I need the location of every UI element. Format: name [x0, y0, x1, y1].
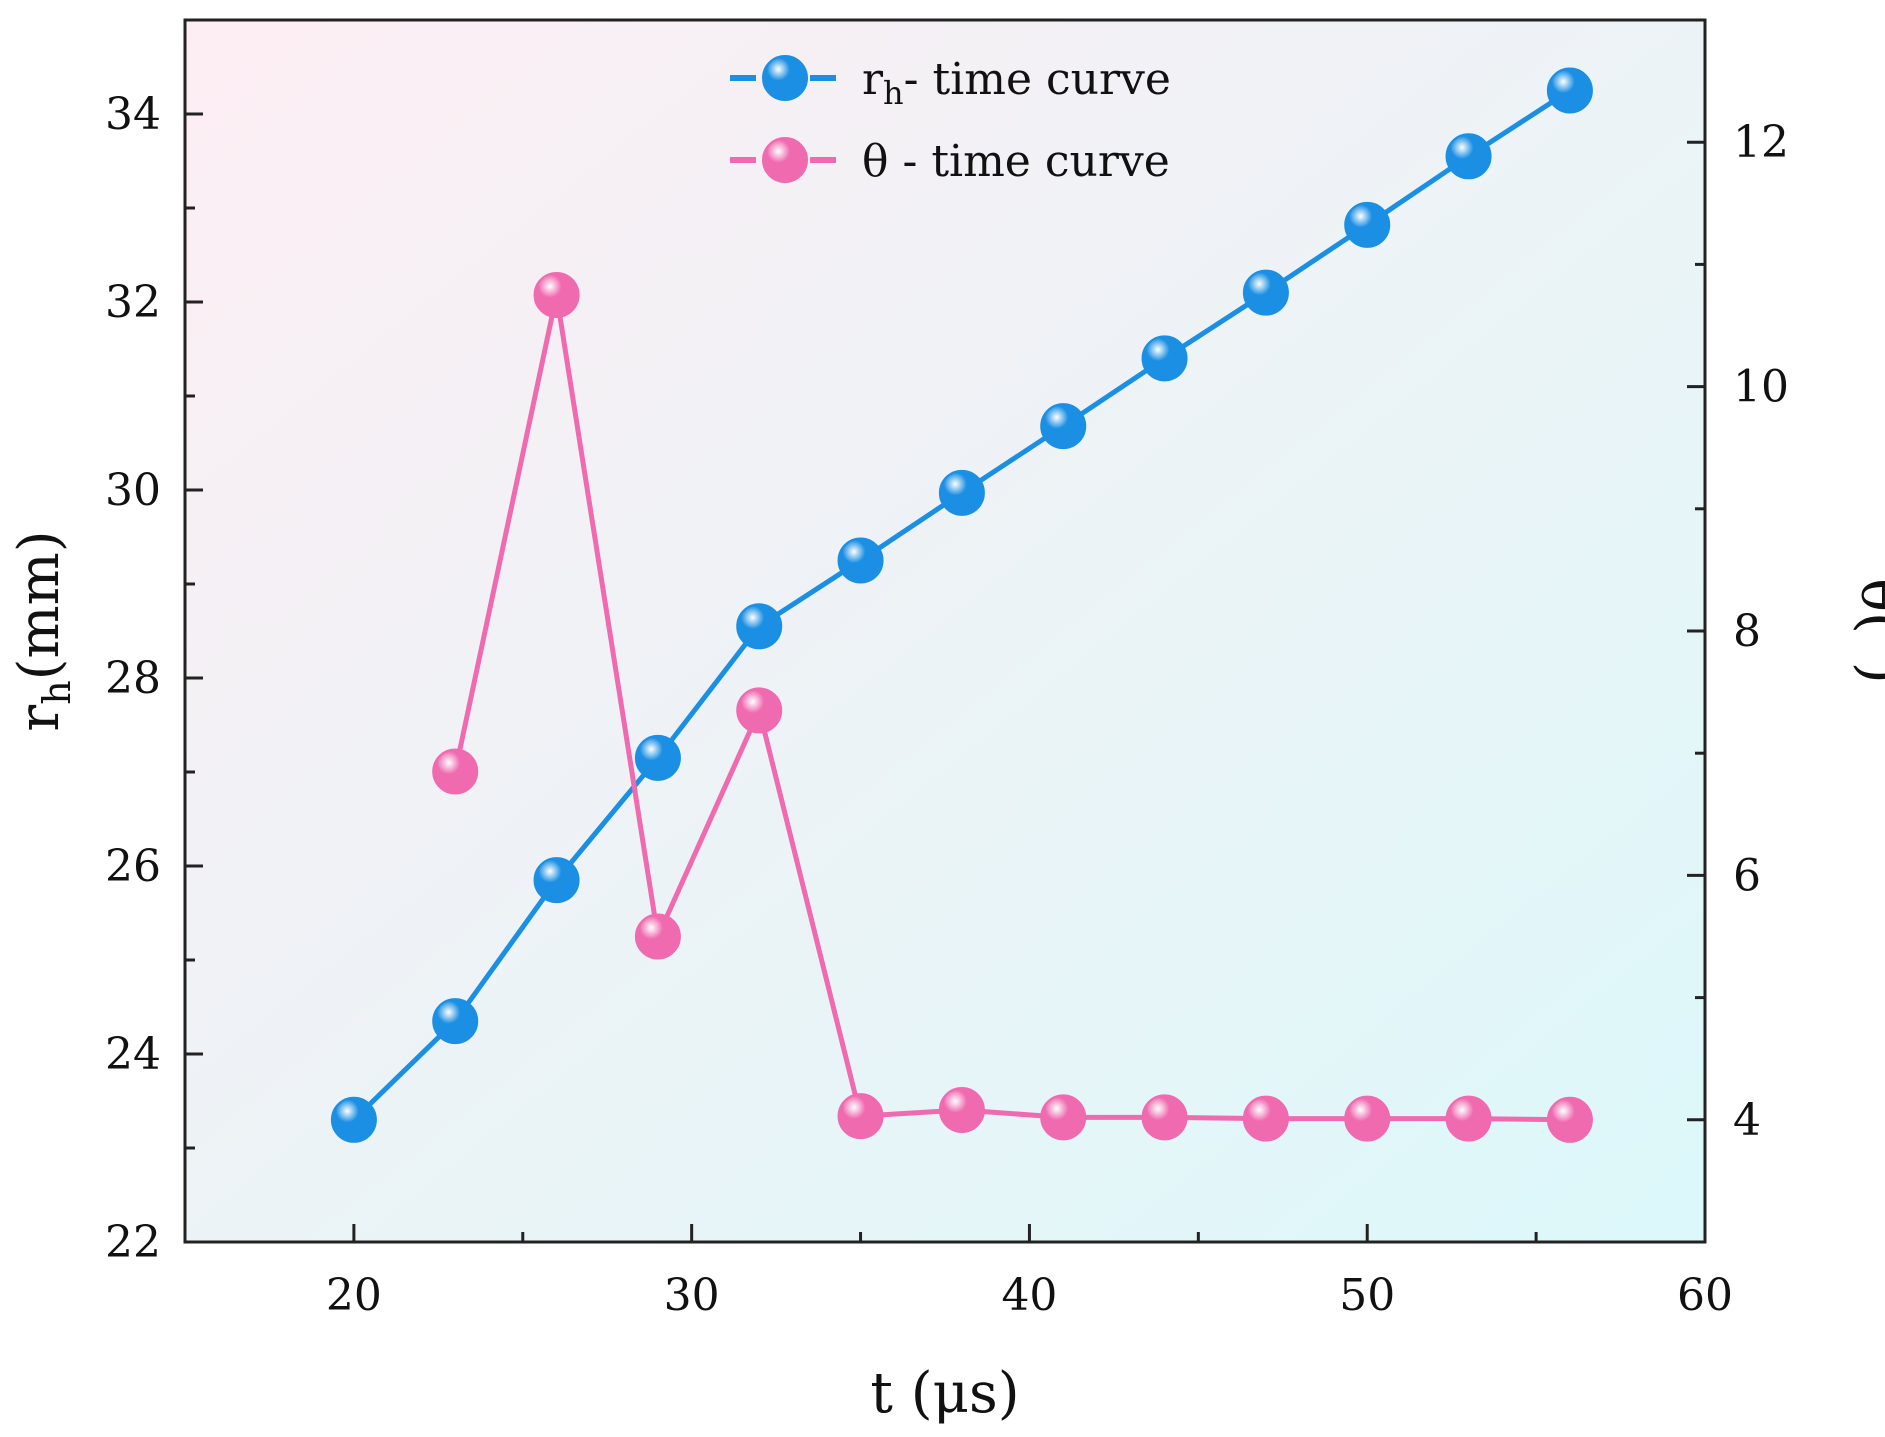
legend-label-suffix: - time curve	[904, 54, 1171, 105]
y-right-tick-label: 8	[1733, 606, 1761, 657]
data-point	[1445, 133, 1492, 180]
legend-label: rh- time curve	[862, 54, 1171, 112]
data-point	[736, 603, 783, 650]
data-point	[1040, 403, 1087, 450]
data-point	[1344, 201, 1391, 248]
plot-background	[185, 20, 1705, 1242]
data-point	[938, 1087, 985, 1134]
y-right-tick-label: 12	[1733, 117, 1789, 168]
data-point	[533, 271, 580, 318]
legend-label-main: r	[862, 54, 884, 105]
data-point	[837, 537, 884, 584]
data-point	[736, 687, 783, 734]
data-point	[634, 734, 681, 781]
data-point	[1040, 1094, 1087, 1141]
data-point	[634, 913, 681, 960]
x-axis-title: t (μs)	[870, 1361, 1019, 1426]
x-tick-label: 30	[664, 1270, 720, 1321]
y-left-axis-title: rh(mm)	[7, 530, 79, 731]
data-point	[533, 857, 580, 904]
legend-label: θ - time curve	[862, 136, 1170, 187]
series-1	[432, 271, 1593, 1143]
series-0	[330, 67, 1593, 1143]
legend-label-sub: h	[883, 74, 904, 112]
legend-marker	[762, 137, 808, 183]
series-layer	[330, 67, 1593, 1143]
data-point	[1141, 1094, 1188, 1141]
y-left-title-suffix: (mm)	[7, 530, 72, 680]
y-left-tick-label: 28	[105, 653, 161, 704]
y-left-tick-label: 32	[105, 277, 161, 328]
y-right-axis-title: θ(°)	[1848, 578, 1885, 683]
legend-marker	[762, 55, 808, 101]
legend-label-main: θ - time curve	[862, 136, 1170, 187]
legend-item-1: θ - time curve	[730, 136, 1170, 187]
y-left-title-sub: h	[35, 680, 79, 704]
data-point	[1546, 67, 1593, 114]
data-point	[1344, 1095, 1391, 1142]
y-right-tick-label: 6	[1733, 850, 1761, 901]
data-point	[1141, 335, 1188, 382]
data-point	[432, 748, 479, 795]
y-right-tick-label: 4	[1733, 1095, 1761, 1146]
y-left-tick-label: 30	[105, 465, 161, 516]
legend-item-0: rh- time curve	[730, 54, 1171, 112]
y-left-tick-label: 34	[105, 89, 161, 140]
y-right-tick-label: 10	[1733, 362, 1789, 413]
data-point	[330, 1096, 377, 1143]
legend: rh- time curve θ - time curve	[730, 54, 1171, 187]
data-point	[837, 1093, 884, 1140]
x-tick-label: 60	[1677, 1270, 1733, 1321]
y-left-tick-label: 26	[105, 841, 161, 892]
x-tick-label: 50	[1339, 1270, 1395, 1321]
x-tick-label: 40	[1001, 1270, 1057, 1321]
data-point	[1242, 269, 1289, 316]
data-point	[1546, 1096, 1593, 1143]
data-point	[1445, 1095, 1492, 1142]
y-left-title-main: r	[7, 705, 72, 732]
y-left-tick-label: 22	[105, 1217, 161, 1268]
data-point	[938, 469, 985, 516]
data-point	[432, 998, 479, 1045]
x-tick-label: 20	[326, 1270, 382, 1321]
data-point	[1242, 1095, 1289, 1142]
y-left-tick-label: 24	[105, 1029, 161, 1080]
